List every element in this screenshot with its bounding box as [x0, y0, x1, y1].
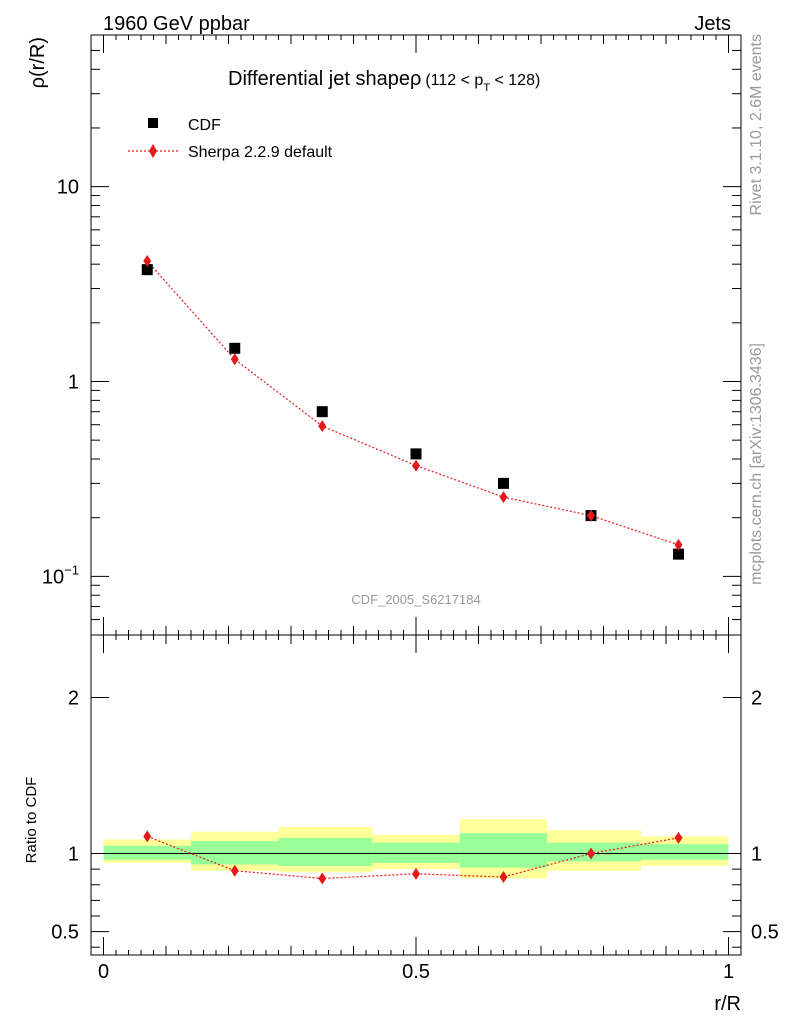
ratio-bands [91, 819, 741, 879]
sherpa-line [146, 260, 679, 546]
ratio-xlabel: r/R [714, 993, 741, 1015]
main-title-cut: (112 < p [425, 72, 483, 89]
sherpa-point [318, 420, 327, 433]
ratio-sherpa-point [230, 864, 239, 877]
cdf-point [316, 406, 328, 418]
rivet-label: Rivet 3.1.10, 2.6M events [748, 34, 765, 215]
ratio-band-green [459, 833, 548, 868]
ratio-sherpa-point [318, 872, 327, 885]
ratio-sherpa-point [587, 847, 595, 860]
mcplots-label: mcplots.cern.ch [arXiv:1306.3436] [748, 343, 765, 585]
legend-label-sherpa: Sherpa 2.2.9 default [188, 144, 333, 161]
main-title-text: Differential jet shapeρ [228, 68, 421, 90]
legend-label-cdf: CDF [188, 117, 221, 134]
ratio-ytick-label-left: 0.5 [51, 922, 79, 944]
main-title: Differential jet shapeρ (112 < pT < 128) [228, 68, 540, 94]
main-ytick-label: 10−1 [42, 562, 79, 588]
header-right: Jets [694, 13, 731, 35]
sherpa-point [499, 491, 508, 504]
main-ytick-label: 1 [68, 371, 79, 393]
legend: CDF Sherpa 2.2.9 default [128, 117, 333, 161]
analysis-watermark: CDF_2005_S6217184 [351, 592, 480, 607]
ratio-xtick-label: 0.5 [402, 961, 430, 983]
cdf-point [410, 448, 422, 460]
ratio-band-green [191, 841, 279, 865]
ratio-tick-labels: 0.5 0.5 1 1 2 2 0 0.5 1 [51, 687, 779, 983]
main-panel: 10−1 1 10 ρ(r/R) Differential jet shapeρ (1… [27, 34, 742, 636]
cdf-point [141, 264, 153, 276]
main-ylabel: ρ(r/R) [27, 37, 49, 88]
main-title-cut-sub: T [483, 82, 490, 94]
ratio-band-green [372, 842, 460, 863]
ratio-marks [143, 830, 683, 885]
ratio-frame [90, 634, 742, 956]
ratio-ytick-label-left: 1 [68, 844, 79, 866]
ratio-sherpa-point [499, 870, 508, 883]
header-left: 1960 GeV ppbar [103, 13, 250, 35]
ratio-panel: 0.5 0.5 1 1 2 2 0 0.5 1 Ratio to CDF r/R [23, 634, 779, 1015]
ratio-ytick-label-right: 1 [751, 844, 762, 866]
ratio-xtick-label: 0 [98, 961, 109, 983]
cdf-point [673, 548, 684, 560]
main-ytick-label: 10 [57, 177, 79, 199]
cdf-point [229, 342, 241, 354]
ratio-sherpa-point [412, 867, 420, 880]
sherpa-point [143, 255, 152, 268]
ratio-xtick-label: 1 [723, 961, 734, 983]
sherpa-point [674, 538, 683, 551]
ratio-ytick-label-right: 2 [751, 687, 762, 709]
main-ytick-labels: 10−1 1 10 [42, 177, 79, 589]
ratio-band-green [547, 842, 641, 862]
ratio-axis-ticks [91, 635, 741, 955]
ratio-sherpa-point [143, 830, 152, 843]
legend-marker-cdf [148, 118, 158, 128]
cdf-point [498, 477, 509, 489]
ratio-sherpa-point [674, 831, 683, 844]
ratio-band-green [641, 844, 729, 860]
sherpa-point [412, 459, 420, 472]
main-title-cut-end: < 128) [490, 72, 540, 89]
main-marks [141, 255, 684, 560]
sherpa-point [230, 353, 239, 366]
ratio-ytick-label-left: 2 [68, 687, 79, 709]
sherpa-point [587, 509, 595, 522]
legend-marker-sherpa [149, 144, 157, 158]
ratio-band-green [103, 845, 191, 860]
ratio-ylabel: Ratio to CDF [23, 777, 40, 864]
ratio-band-green [278, 837, 373, 867]
main-axis-ticks [91, 34, 741, 636]
ratio-ytick-label-right: 0.5 [751, 922, 779, 944]
